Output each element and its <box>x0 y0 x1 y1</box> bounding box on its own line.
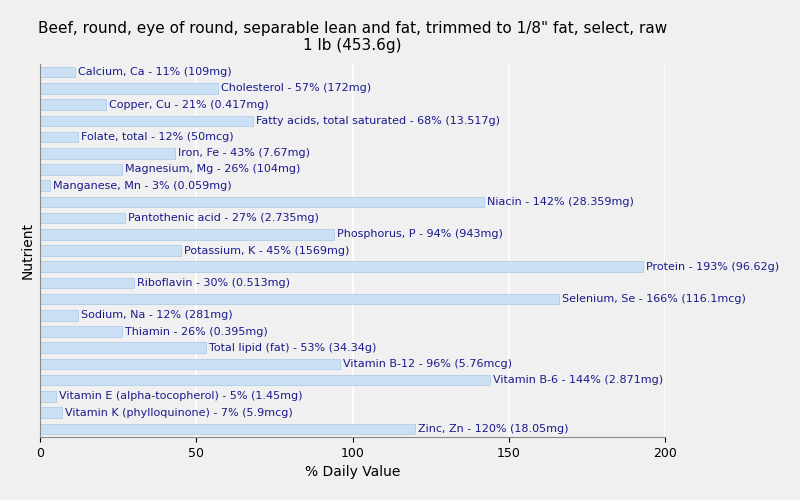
Bar <box>40 180 50 191</box>
Title: Beef, round, eye of round, separable lean and fat, trimmed to 1/8" fat, select, : Beef, round, eye of round, separable lea… <box>38 21 667 53</box>
Bar <box>40 83 218 94</box>
Text: Calcium, Ca - 11% (109mg): Calcium, Ca - 11% (109mg) <box>78 67 231 77</box>
Bar <box>40 391 56 402</box>
Bar <box>40 67 74 78</box>
Bar <box>40 424 415 434</box>
Bar <box>40 310 78 320</box>
X-axis label: % Daily Value: % Daily Value <box>305 465 400 479</box>
Text: Vitamin K (phylloquinone) - 7% (5.9mcg): Vitamin K (phylloquinone) - 7% (5.9mcg) <box>66 408 293 418</box>
Bar <box>40 358 340 369</box>
Bar <box>40 196 484 207</box>
Text: Fatty acids, total saturated - 68% (13.517g): Fatty acids, total saturated - 68% (13.5… <box>256 116 500 126</box>
Bar <box>40 116 253 126</box>
Bar <box>40 294 558 304</box>
Y-axis label: Nutrient: Nutrient <box>21 222 35 279</box>
Text: Iron, Fe - 43% (7.67mg): Iron, Fe - 43% (7.67mg) <box>178 148 310 158</box>
Bar <box>40 229 334 239</box>
Bar <box>40 148 174 158</box>
Text: Potassium, K - 45% (1569mg): Potassium, K - 45% (1569mg) <box>184 246 350 256</box>
Text: Vitamin B-12 - 96% (5.76mcg): Vitamin B-12 - 96% (5.76mcg) <box>343 359 512 369</box>
Text: Sodium, Na - 12% (281mg): Sodium, Na - 12% (281mg) <box>81 310 233 320</box>
Text: Cholesterol - 57% (172mg): Cholesterol - 57% (172mg) <box>222 84 371 94</box>
Text: Selenium, Se - 166% (116.1mcg): Selenium, Se - 166% (116.1mcg) <box>562 294 746 304</box>
Bar <box>40 342 206 353</box>
Bar <box>40 326 122 337</box>
Text: Vitamin E (alpha-tocopherol) - 5% (1.45mg): Vitamin E (alpha-tocopherol) - 5% (1.45m… <box>59 392 302 402</box>
Text: Pantothenic acid - 27% (2.735mg): Pantothenic acid - 27% (2.735mg) <box>128 213 318 223</box>
Text: Protein - 193% (96.62g): Protein - 193% (96.62g) <box>646 262 779 272</box>
Bar <box>40 278 134 288</box>
Bar <box>40 262 642 272</box>
Bar <box>40 245 181 256</box>
Bar <box>40 164 122 174</box>
Text: Vitamin B-6 - 144% (2.871mg): Vitamin B-6 - 144% (2.871mg) <box>493 375 663 385</box>
Text: Thiamin - 26% (0.395mg): Thiamin - 26% (0.395mg) <box>125 326 267 336</box>
Bar <box>40 132 78 142</box>
Bar <box>40 213 125 224</box>
Text: Magnesium, Mg - 26% (104mg): Magnesium, Mg - 26% (104mg) <box>125 164 300 174</box>
Text: Total lipid (fat) - 53% (34.34g): Total lipid (fat) - 53% (34.34g) <box>209 342 376 352</box>
Text: Copper, Cu - 21% (0.417mg): Copper, Cu - 21% (0.417mg) <box>109 100 269 110</box>
Bar <box>40 100 106 110</box>
Bar <box>40 408 62 418</box>
Text: Phosphorus, P - 94% (943mg): Phosphorus, P - 94% (943mg) <box>337 230 502 239</box>
Text: Manganese, Mn - 3% (0.059mg): Manganese, Mn - 3% (0.059mg) <box>53 180 231 190</box>
Text: Folate, total - 12% (50mcg): Folate, total - 12% (50mcg) <box>81 132 234 142</box>
Text: Niacin - 142% (28.359mg): Niacin - 142% (28.359mg) <box>486 197 634 207</box>
Bar <box>40 375 490 386</box>
Text: Zinc, Zn - 120% (18.05mg): Zinc, Zn - 120% (18.05mg) <box>418 424 569 434</box>
Text: Riboflavin - 30% (0.513mg): Riboflavin - 30% (0.513mg) <box>137 278 290 288</box>
